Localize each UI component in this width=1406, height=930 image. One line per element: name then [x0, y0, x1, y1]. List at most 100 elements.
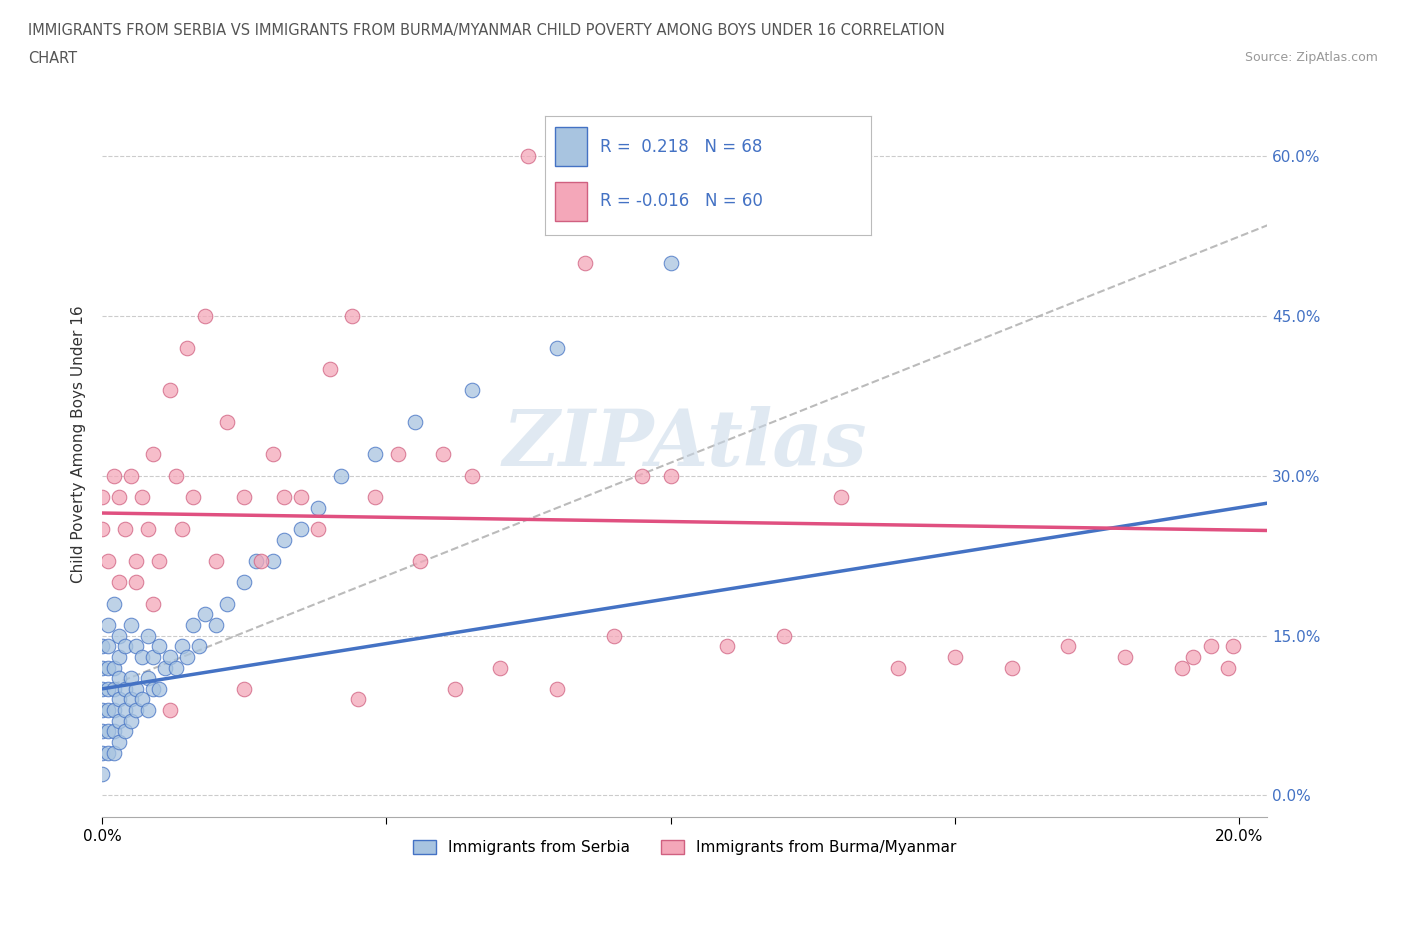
- Point: [103, 724, 125, 739]
- Point: [148, 553, 170, 568]
- Point: [1182, 649, 1205, 664]
- Point: [136, 671, 159, 685]
- Point: [153, 660, 176, 675]
- Point: [887, 660, 910, 675]
- Point: [142, 447, 165, 462]
- Point: [290, 489, 312, 504]
- Point: [193, 309, 215, 324]
- Point: [136, 628, 159, 643]
- Point: [108, 628, 131, 643]
- Point: [91, 660, 114, 675]
- Point: [131, 489, 153, 504]
- Point: [273, 532, 295, 547]
- Point: [773, 628, 796, 643]
- Point: [460, 383, 482, 398]
- Text: IMMIGRANTS FROM SERBIA VS IMMIGRANTS FROM BURMA/MYANMAR CHILD POVERTY AMONG BOYS: IMMIGRANTS FROM SERBIA VS IMMIGRANTS FRO…: [28, 23, 945, 38]
- Point: [108, 713, 131, 728]
- Text: ZIPAtlas: ZIPAtlas: [502, 405, 868, 482]
- Point: [290, 522, 312, 537]
- Point: [125, 703, 148, 718]
- Point: [250, 553, 273, 568]
- Point: [159, 649, 181, 664]
- Point: [943, 649, 966, 664]
- Point: [91, 766, 114, 781]
- Point: [97, 745, 120, 760]
- Point: [120, 469, 142, 484]
- Point: [659, 469, 682, 484]
- Point: [546, 682, 568, 697]
- Point: [114, 703, 136, 718]
- Point: [329, 469, 352, 484]
- Point: [233, 489, 256, 504]
- Point: [387, 447, 409, 462]
- Point: [603, 628, 626, 643]
- Point: [103, 469, 125, 484]
- Point: [125, 682, 148, 697]
- Point: [120, 618, 142, 632]
- Point: [120, 692, 142, 707]
- Point: [517, 149, 540, 164]
- Point: [187, 639, 209, 654]
- Point: [364, 489, 387, 504]
- Point: [108, 649, 131, 664]
- Point: [1222, 639, 1244, 654]
- Point: [125, 553, 148, 568]
- Point: [574, 255, 596, 270]
- Point: [97, 553, 120, 568]
- Point: [404, 415, 426, 430]
- Point: [108, 671, 131, 685]
- Point: [148, 682, 170, 697]
- Point: [1216, 660, 1239, 675]
- Point: [97, 703, 120, 718]
- Point: [1000, 660, 1022, 675]
- Point: [262, 553, 284, 568]
- Point: [830, 489, 852, 504]
- Point: [108, 575, 131, 590]
- Point: [120, 671, 142, 685]
- Point: [148, 639, 170, 654]
- Point: [460, 469, 482, 484]
- Point: [91, 682, 114, 697]
- Point: [1171, 660, 1194, 675]
- Point: [159, 383, 181, 398]
- Point: [97, 639, 120, 654]
- Point: [108, 735, 131, 750]
- Point: [125, 575, 148, 590]
- Point: [409, 553, 432, 568]
- Point: [181, 618, 204, 632]
- Point: [193, 606, 215, 621]
- Point: [108, 489, 131, 504]
- Point: [91, 489, 114, 504]
- Point: [342, 309, 364, 324]
- Point: [170, 522, 193, 537]
- Point: [114, 682, 136, 697]
- Point: [103, 703, 125, 718]
- Point: [108, 692, 131, 707]
- Point: [205, 553, 228, 568]
- Point: [546, 340, 568, 355]
- Point: [131, 649, 153, 664]
- Point: [307, 500, 329, 515]
- Point: [716, 639, 738, 654]
- Point: [91, 522, 114, 537]
- Point: [1114, 649, 1136, 664]
- Point: [181, 489, 204, 504]
- Point: [262, 447, 284, 462]
- Point: [170, 639, 193, 654]
- Point: [97, 682, 120, 697]
- Text: Source: ZipAtlas.com: Source: ZipAtlas.com: [1244, 51, 1378, 64]
- Point: [165, 469, 187, 484]
- Text: CHART: CHART: [28, 51, 77, 66]
- Point: [165, 660, 187, 675]
- Point: [97, 660, 120, 675]
- Point: [159, 703, 181, 718]
- Point: [205, 618, 228, 632]
- Point: [103, 596, 125, 611]
- Point: [91, 724, 114, 739]
- Point: [114, 724, 136, 739]
- Point: [103, 660, 125, 675]
- Point: [97, 724, 120, 739]
- Point: [364, 447, 387, 462]
- Point: [142, 649, 165, 664]
- Point: [307, 522, 329, 537]
